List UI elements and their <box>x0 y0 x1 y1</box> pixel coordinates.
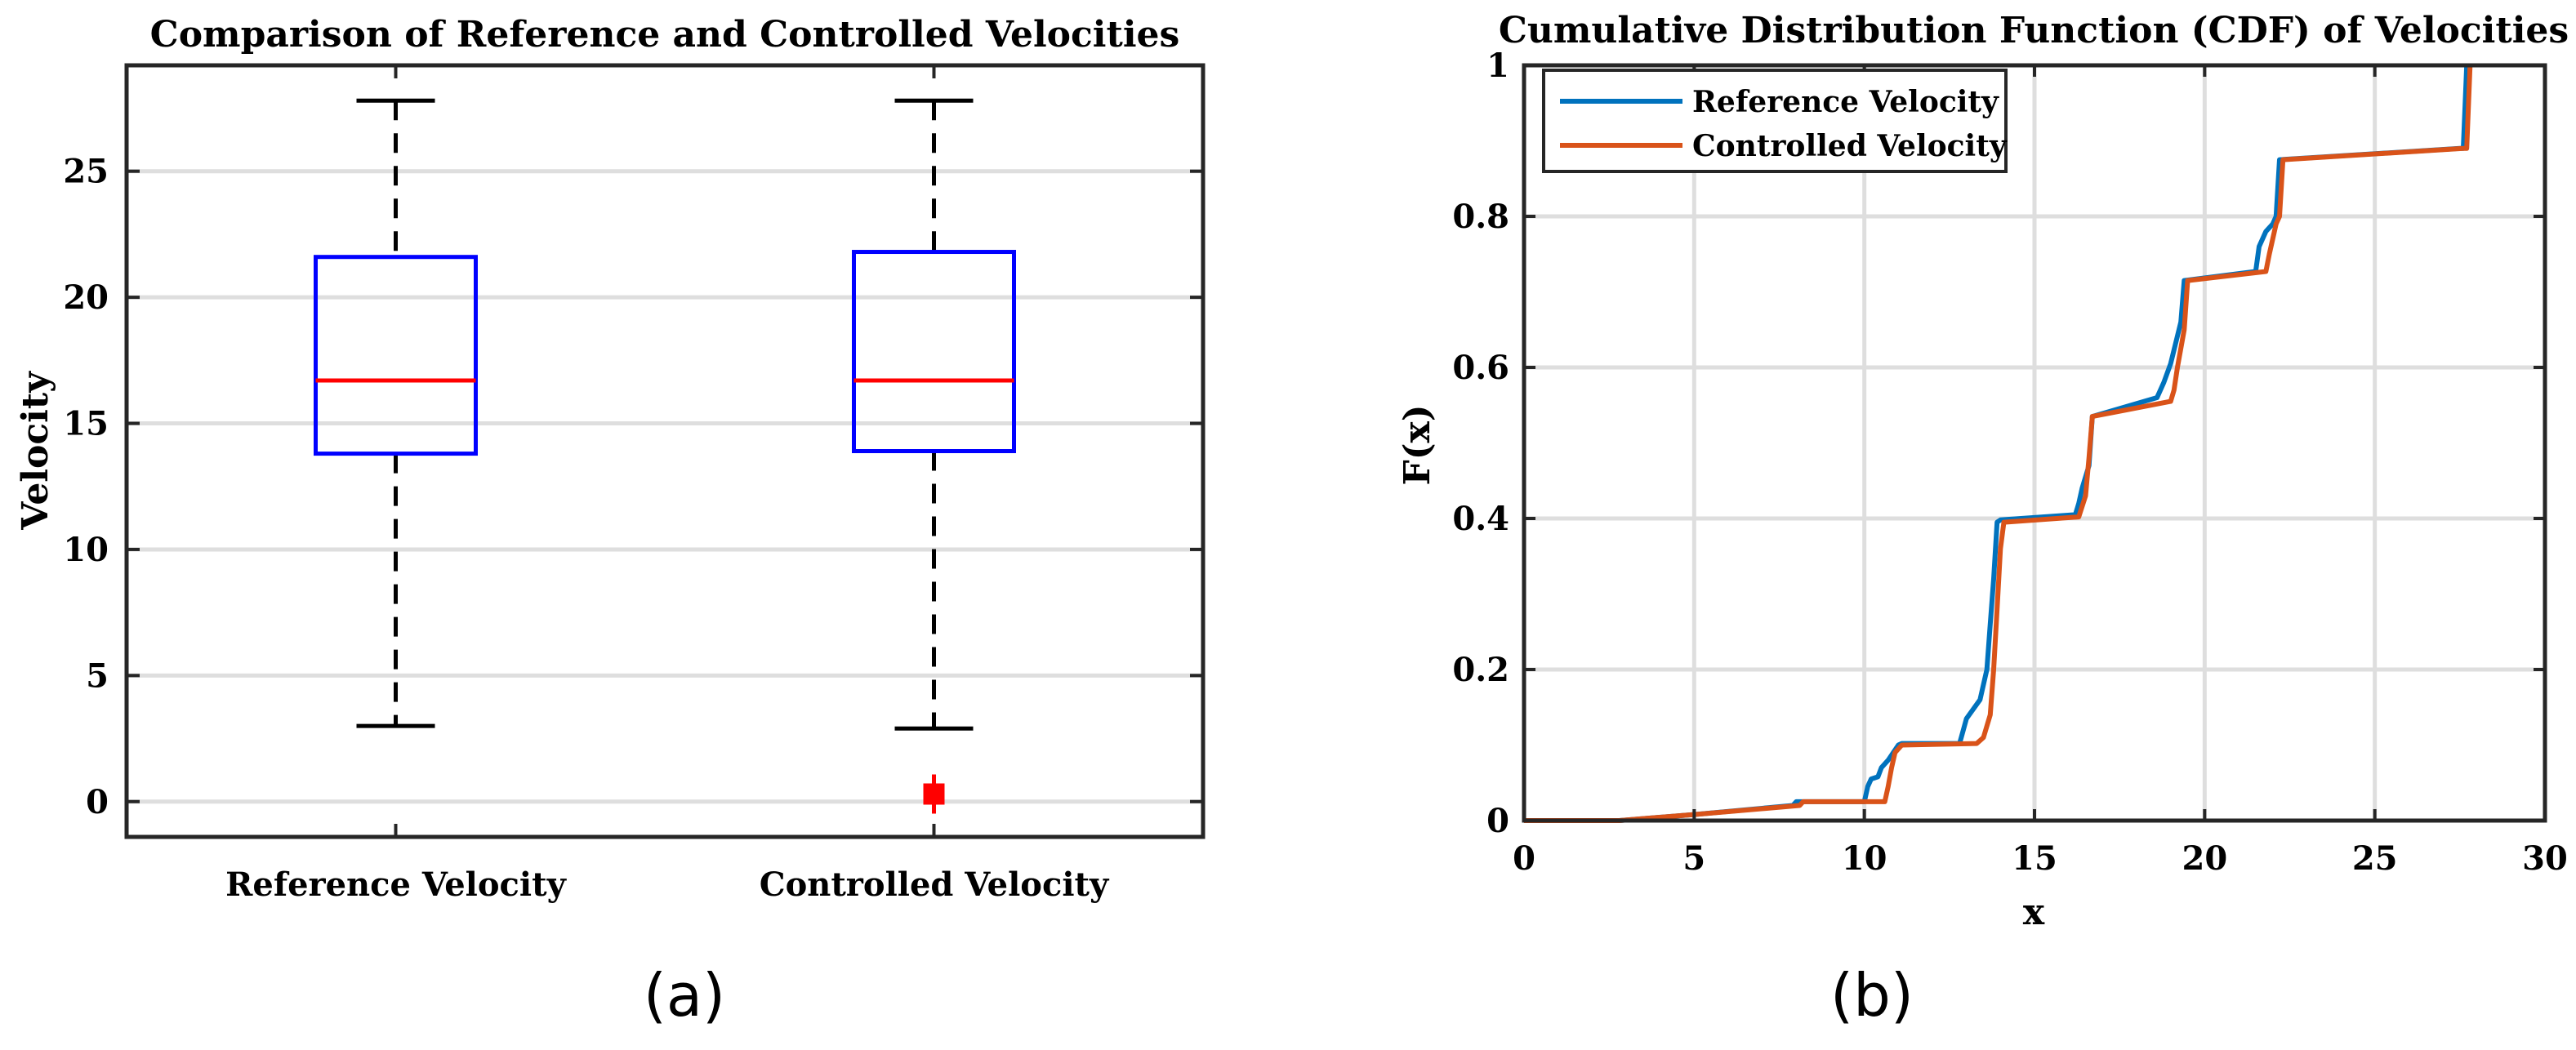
cdf-panel: 0 5 10 15 20 25 30 0 0.2 0.4 0.6 0.8 1 Cumulative Di… <box>1397 10 2569 1030</box>
box-iqr <box>852 250 1016 453</box>
box-plot-ytick-label: 5 <box>86 656 109 695</box>
box-plot-frame <box>124 63 1206 839</box>
box-plot-xtick-label: Reference Velocity <box>225 865 567 904</box>
panel-label-a: (a) <box>644 961 725 1030</box>
cdf-ytick-label: 0.8 <box>1452 198 1509 236</box>
box-plot-xtick-label: Controlled Velocity <box>760 865 1110 904</box>
cdf-legend: Reference Velocity Controlled Velocity <box>1542 69 2008 173</box>
cdf-xtick-label: 10 <box>1842 839 1887 878</box>
box-plot-ytick-label: 25 <box>63 153 109 191</box>
box-plot-area <box>127 65 1203 837</box>
cdf-series-line <box>1524 65 2470 823</box>
cdf-ytick-label: 0.4 <box>1452 500 1509 538</box>
legend-label-controlled: Controlled Velocity <box>1692 129 2008 163</box>
cdf-xtick-label: 25 <box>2352 839 2398 878</box>
cdf-ticks: 0 5 10 15 20 25 30 0 0.2 0.4 0.6 0.8 1 <box>1452 47 2567 878</box>
cdf-xtick-label: 5 <box>1682 839 1705 878</box>
legend-box <box>1542 69 2008 173</box>
cdf-ytick-label: 0.2 <box>1452 651 1509 689</box>
box-plot-title: Comparison of Reference and Controlled V… <box>150 14 1180 56</box>
box-plot-ticks: 0 5 10 15 20 25 Reference Velocity Controlled V… <box>63 65 1203 904</box>
box-plot-boxes <box>314 98 1016 814</box>
box-plot-ytick-label: 20 <box>63 278 109 317</box>
cdf-xtick-label: 30 <box>2522 839 2568 878</box>
cdf-ytick-label: 0.6 <box>1452 349 1509 387</box>
box-plot-ytick-label: 10 <box>63 531 109 569</box>
cdf-series-line <box>1524 65 2473 823</box>
cdf-ytick-label: 1 <box>1486 47 1509 85</box>
cdf-xtick-label: 15 <box>2012 839 2057 878</box>
legend-label-reference: Reference Velocity <box>1692 85 1999 119</box>
cdf-lines <box>1524 65 2473 823</box>
cdf-title: Cumulative Distribution Function (CDF) o… <box>1499 10 2569 51</box>
box-plot-ylabel: Velocity <box>15 371 56 531</box>
box-iqr <box>314 255 478 456</box>
cdf-ytick-label: 0 <box>1486 802 1509 840</box>
box-plot-grid <box>127 169 1203 804</box>
cdf-xtick-label: 0 <box>1513 839 1535 878</box>
panel-label-b: (b) <box>1830 961 1914 1030</box>
cdf-ylabel: F(x) <box>1397 404 1438 485</box>
box-plot-ytick-label: 0 <box>86 783 109 821</box>
cdf-xtick-label: 20 <box>2182 839 2227 878</box>
outlier-marker <box>923 783 945 805</box>
cdf-xlabel: x <box>2023 892 2045 933</box>
box-plot-panel: 0 5 10 15 20 25 Reference Velocity Controlled V… <box>15 14 1206 1030</box>
box-plot-ytick-label: 15 <box>63 405 109 443</box>
